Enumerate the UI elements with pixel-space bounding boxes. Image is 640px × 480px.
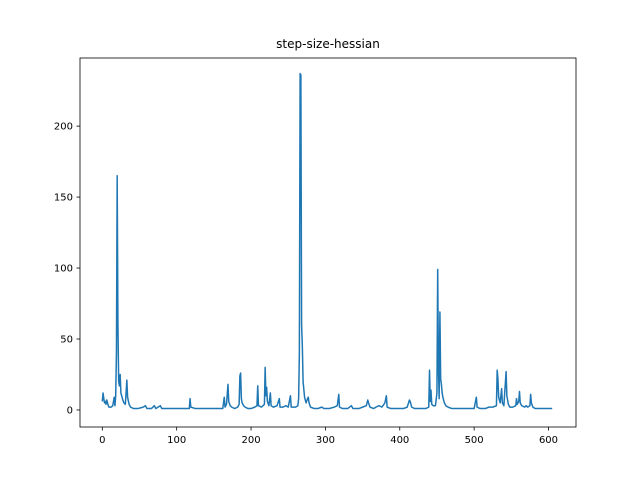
chart-title: step-size-hessian bbox=[276, 37, 380, 51]
y-tick-label: 50 bbox=[60, 335, 73, 346]
y-tick-label: 0 bbox=[67, 405, 73, 416]
x-tick-label: 500 bbox=[465, 435, 484, 446]
axes-frame bbox=[79, 57, 577, 428]
y-tick-label: 100 bbox=[54, 264, 73, 275]
y-tick-label: 200 bbox=[54, 122, 73, 133]
x-tick-label: 200 bbox=[241, 435, 260, 446]
x-tick-label: 400 bbox=[390, 435, 409, 446]
y-tick-label: 150 bbox=[54, 193, 73, 204]
x-tick-label: 300 bbox=[316, 435, 335, 446]
y-axis: 0 50 100 150 200 bbox=[54, 122, 80, 416]
x-tick-label: 600 bbox=[539, 435, 558, 446]
x-axis: 0 100 200 300 400 500 600 bbox=[99, 427, 558, 446]
x-tick-label: 100 bbox=[167, 435, 186, 446]
series-line-0 bbox=[101, 72, 553, 410]
x-tick-label: 0 bbox=[99, 435, 105, 446]
plot-area bbox=[101, 72, 553, 410]
